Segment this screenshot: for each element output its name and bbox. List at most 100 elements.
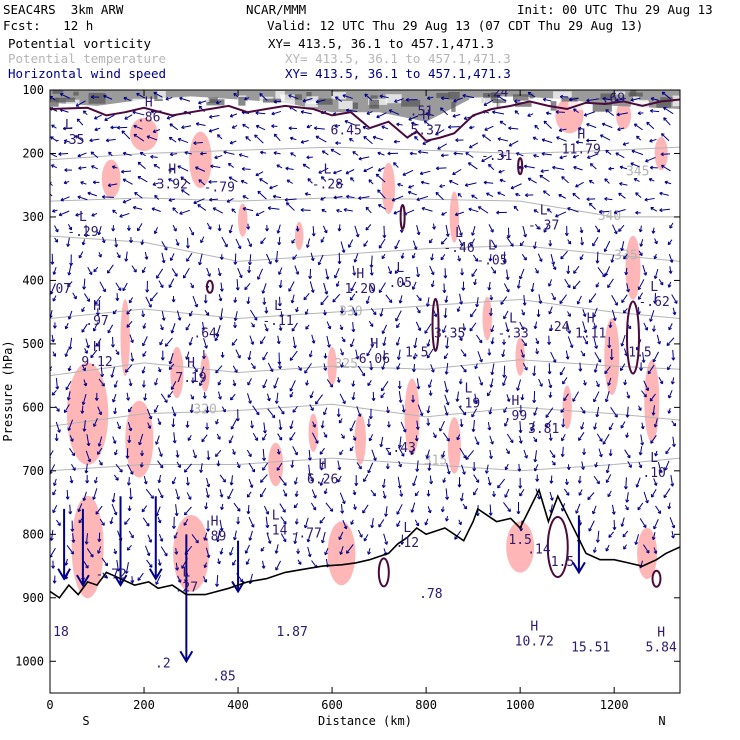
wind-vector: [223, 151, 235, 155]
wind-vector-head: [315, 400, 319, 405]
wind-vector-head: [283, 482, 287, 486]
wind-vector-head: [358, 196, 362, 200]
wind-vector-head: [230, 396, 234, 401]
wind-vector-head: [236, 508, 241, 512]
wind-vector: [538, 378, 543, 387]
wind-vector-head: [657, 341, 661, 345]
wind-vector-head: [210, 164, 214, 169]
wind-vector-head: [418, 297, 422, 302]
wind-vector-head: [386, 424, 391, 428]
wind-vector: [350, 338, 355, 348]
wind-vector-head: [527, 91, 532, 96]
wind-vector-head: [487, 482, 492, 486]
wind-vector-head: [425, 112, 429, 116]
wind-vector: [427, 339, 431, 347]
wind-vector: [474, 393, 477, 403]
wind-vector: [52, 489, 57, 496]
wind-vector-head: [474, 399, 478, 404]
wind-vector: [548, 279, 553, 287]
wind-vector-head: [58, 152, 62, 156]
wind-vector-head: [175, 567, 180, 571]
wind-vector: [396, 520, 401, 527]
wind-vector: [560, 250, 568, 260]
wind-vector-head: [260, 479, 264, 483]
wind-vector: [97, 406, 102, 415]
wind-vector: [250, 420, 253, 429]
wind-vector: [456, 391, 459, 402]
wind-vector-head: [327, 344, 331, 348]
wind-vector-head: [559, 371, 564, 376]
wind-vector-head: [99, 462, 103, 466]
wind-vector: [220, 547, 223, 555]
wind-vector-head: [462, 411, 467, 416]
wind-vector: [309, 404, 314, 411]
wind-vector: [513, 205, 519, 212]
wind-vector-head: [611, 511, 616, 515]
wind-vector: [342, 519, 347, 530]
wind-vector-head: [125, 455, 130, 459]
wind-vector: [69, 435, 74, 442]
wind-vector-head: [111, 165, 116, 170]
wind-vector: [121, 170, 132, 173]
wind-vector-head: [602, 96, 606, 101]
wind-vector-head: [291, 328, 296, 332]
wind-vector-head: [265, 228, 270, 232]
wind-vector: [667, 364, 672, 371]
wind-vector-head: [615, 152, 619, 156]
wind-vector-head: [130, 339, 134, 344]
extremum-value: .99: [504, 409, 527, 424]
wind-vector-head: [393, 139, 397, 144]
wind-vector: [56, 519, 61, 526]
wind-vector: [471, 225, 476, 236]
wind-vector-head: [219, 494, 224, 498]
wind-vector-head: [566, 270, 571, 274]
wind-vector-head: [92, 180, 96, 185]
wind-vector-head: [191, 380, 195, 384]
wind-vector: [497, 191, 506, 197]
wind-vector-head: [535, 340, 540, 345]
wind-vector-head: [238, 153, 243, 157]
wind-vector: [385, 447, 391, 456]
extremum-label: L.27: [175, 565, 198, 595]
wind-vector-head: [657, 510, 662, 514]
wind-vector: [670, 475, 674, 487]
wind-vector-head: [145, 523, 150, 527]
wind-vector-head: [101, 522, 105, 526]
wind-vector: [96, 338, 102, 347]
wind-vector-head: [233, 299, 238, 303]
wind-vector-head: [471, 232, 475, 236]
wind-vector: [346, 109, 358, 112]
wind-vector-head: [63, 180, 68, 185]
wind-vector-head: [508, 142, 513, 147]
x-tick-label: 400: [227, 698, 249, 712]
wind-vector-head: [639, 367, 643, 372]
pv-shading-layer: [50, 90, 680, 599]
wind-vector-head: [672, 443, 676, 448]
wind-vector: [310, 391, 314, 399]
wind-vector: [309, 281, 314, 293]
wind-vector: [292, 446, 298, 456]
wind-vector: [234, 253, 237, 265]
wind-vector-head: [410, 451, 415, 455]
wind-vector-head: [482, 134, 486, 138]
theta-contour: [50, 359, 680, 377]
wind-vector: [67, 281, 73, 288]
wind-vector-head: [137, 577, 141, 581]
wind-vector-head: [186, 258, 190, 262]
wind-vector: [442, 325, 447, 333]
wind-vector-head: [605, 149, 609, 154]
wind-vector-head: [572, 285, 577, 290]
wind-vector: [416, 294, 422, 301]
wind-vector: [357, 529, 363, 538]
wind-vector: [606, 463, 610, 474]
wind-vector-head: [469, 243, 474, 247]
wind-vector-head: [209, 197, 213, 202]
wind-vector-head: [368, 179, 372, 183]
extremum-label: L-.62: [638, 280, 669, 310]
wind-vector-head: [666, 342, 671, 347]
wind-vector-head: [232, 562, 236, 566]
wind-vector-head: [595, 539, 600, 543]
wind-vector-head: [555, 110, 559, 114]
pv-shade-blob: [200, 353, 210, 392]
